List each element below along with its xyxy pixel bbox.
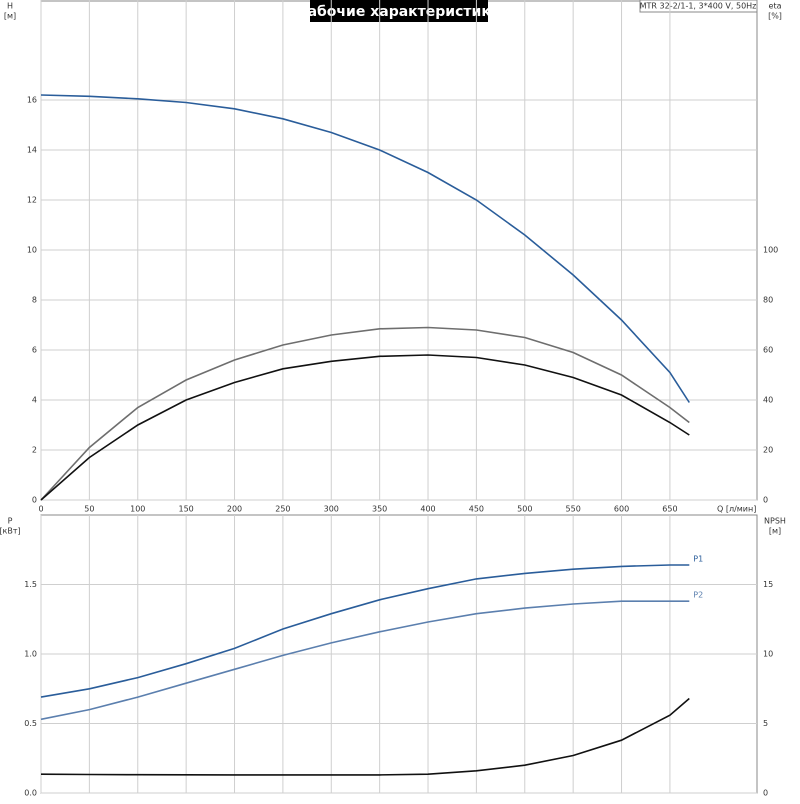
y2-tick-label: 40	[763, 396, 773, 405]
y-tick-label: 0	[32, 496, 37, 505]
y2-tick-label: 20	[763, 446, 773, 455]
x-tick-label: 50	[84, 505, 94, 514]
y2-axis-unit: [м]	[769, 527, 781, 536]
x-tick-label: 400	[420, 505, 435, 514]
y2-axis-unit: [%]	[768, 12, 782, 21]
y-tick-label: 14	[27, 146, 37, 155]
y-tick-label: 10	[27, 246, 37, 255]
series-line	[40, 94, 690, 403]
x-tick-label: 250	[275, 505, 290, 514]
y-axis-unit: [м]	[4, 12, 16, 21]
y-axis-label: H	[7, 2, 13, 11]
title-box	[310, 0, 488, 22]
y2-tick-label: 5	[763, 719, 768, 728]
y-tick-label: 1.0	[24, 650, 37, 659]
y-tick-label: 16	[27, 96, 37, 105]
series-line	[40, 600, 690, 721]
x-tick-label: 500	[517, 505, 532, 514]
x-tick-label: 200	[227, 505, 242, 514]
series-line	[40, 354, 690, 501]
x-tick-label: 600	[614, 505, 629, 514]
y-axis-label: P	[8, 517, 13, 526]
y-tick-label: 12	[27, 196, 37, 205]
x-tick-label: 300	[324, 505, 339, 514]
series-label: P1	[693, 555, 703, 564]
series-line	[40, 326, 690, 501]
x-tick-label: 550	[566, 505, 581, 514]
y2-tick-label: 80	[763, 296, 773, 305]
y2-tick-label: 10	[763, 650, 773, 659]
y-tick-label: 1.5	[24, 580, 37, 589]
y-tick-label: 2	[32, 446, 37, 455]
x-tick-label: 650	[662, 505, 677, 514]
y2-tick-label: 60	[763, 346, 773, 355]
y-tick-label: 0.5	[24, 719, 37, 728]
y-axis-unit: [кВт]	[0, 527, 21, 536]
x-tick-label: 0	[38, 505, 43, 514]
y-tick-label: 6	[32, 346, 37, 355]
x-tick-label: 150	[178, 505, 193, 514]
series-label: P2	[693, 591, 703, 600]
x-tick-label: 450	[469, 505, 484, 514]
y-tick-label: 0.0	[24, 789, 37, 798]
x-tick-label: 100	[130, 505, 145, 514]
y-tick-label: 4	[32, 396, 37, 405]
y2-tick-label: 0	[763, 789, 768, 798]
y2-axis-label: NPSH	[764, 517, 786, 526]
series-line	[40, 697, 690, 776]
y2-tick-label: 0	[763, 496, 768, 505]
x-tick-label: 350	[372, 505, 387, 514]
chart-title: Рабочие характеристики	[297, 4, 500, 20]
y2-tick-label: 15	[763, 580, 773, 589]
y-tick-label: 8	[32, 296, 37, 305]
y2-tick-label: 100	[763, 246, 778, 255]
model-box	[639, 0, 758, 13]
series-line	[40, 564, 690, 698]
x-axis-label: Q [л/мин]	[717, 505, 756, 514]
model-label: MTR 32-2/1-1, 3*400 V, 50Hz	[640, 2, 757, 11]
y2-axis-label: eta	[769, 2, 782, 11]
